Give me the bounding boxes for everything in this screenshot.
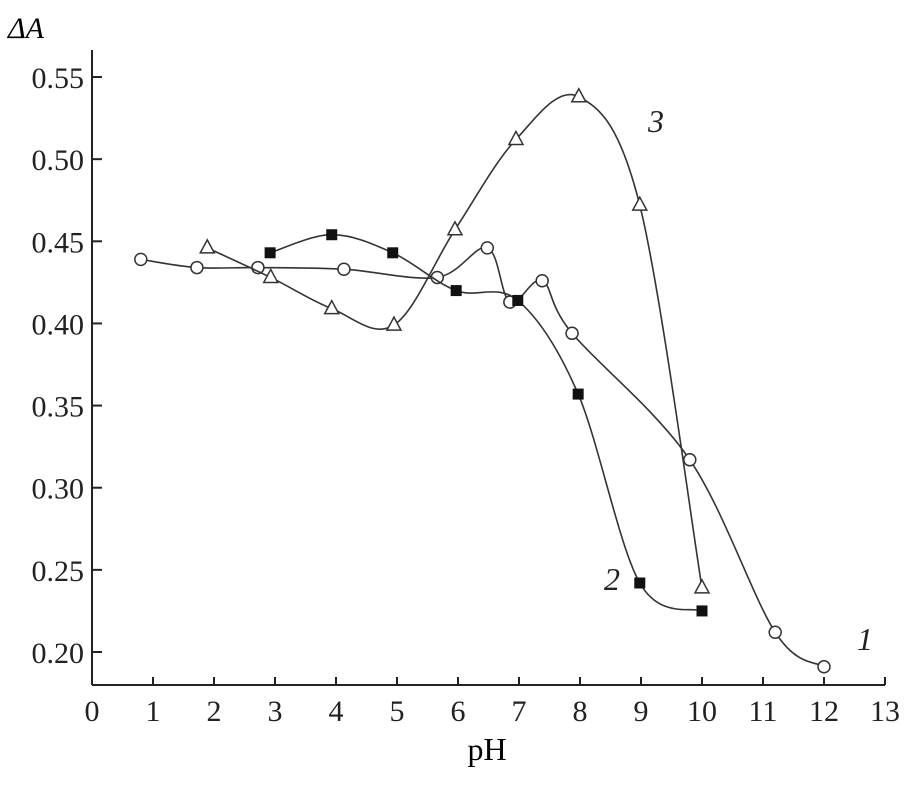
- series-2-point: [512, 294, 524, 306]
- series-1-point: [817, 660, 831, 674]
- x-tick-label: 8: [573, 695, 588, 728]
- series-2-point: [696, 605, 708, 617]
- x-tick-label: 4: [329, 695, 344, 728]
- x-tick-label: 1: [146, 695, 161, 728]
- series-1-point: [683, 453, 697, 467]
- series-3-point: [693, 578, 711, 594]
- series-3-point: [570, 87, 588, 103]
- x-tick-label: 6: [451, 695, 466, 728]
- x-tick-label: 3: [268, 695, 283, 728]
- series-3-point: [262, 267, 279, 284]
- y-tick-label: 0.40: [32, 308, 85, 341]
- series-1-point: [134, 252, 148, 267]
- series-2-point: [264, 247, 276, 259]
- series-1-point: [768, 625, 782, 640]
- series-2-point: [450, 285, 462, 297]
- y-tick-label: 0.30: [32, 473, 85, 506]
- series-2-line: [269, 233, 703, 612]
- x-tick-label: 2: [207, 695, 222, 728]
- series-3-point: [631, 195, 649, 211]
- series-2-point: [572, 388, 584, 400]
- series-3-label: 3: [647, 103, 664, 139]
- x-tick-label: 0: [85, 695, 100, 728]
- y-tick-label: 0.55: [32, 62, 85, 95]
- y-tick-label: 0.25: [32, 555, 85, 588]
- x-axis-label: pH: [467, 731, 506, 767]
- series-1-point: [190, 260, 204, 275]
- x-tick-label: 11: [749, 695, 778, 728]
- series-3-point: [507, 129, 525, 146]
- series-1-label: 1: [857, 621, 873, 657]
- axes: 0 1 2 3 4 5 6 7 8 9 10 11 12 130.200.250.300.350.400.…: [32, 50, 900, 728]
- x-tick-label: 12: [809, 695, 839, 728]
- series-group: 1 2 3: [134, 87, 873, 674]
- x-tick-label: 13: [870, 695, 900, 728]
- y-tick-label: 0.45: [32, 226, 85, 259]
- y-axis-label: ΔA: [7, 12, 45, 45]
- series-3-point: [199, 238, 216, 254]
- series-2-point: [326, 229, 338, 241]
- series-2-point: [634, 577, 646, 589]
- series-3-point: [446, 220, 464, 236]
- series-1-point: [480, 241, 495, 255]
- x-tick-label: 10: [687, 695, 717, 728]
- series-1-line: [140, 246, 825, 668]
- series-2-label: 2: [604, 561, 620, 597]
- series-2-point: [387, 247, 399, 259]
- series-1-point: [565, 326, 579, 341]
- series-3-point: [385, 315, 403, 331]
- x-tick-label: 5: [390, 695, 405, 728]
- y-tick-label: 0.50: [32, 144, 85, 177]
- x-tick-label: 7: [512, 695, 527, 728]
- x-tick-label: 9: [634, 695, 649, 728]
- series-3-point: [323, 299, 340, 315]
- series-1-point: [535, 273, 549, 288]
- y-tick-label: 0.20: [32, 637, 85, 670]
- series-1-point: [337, 262, 351, 276]
- series-3-line: [206, 93, 703, 589]
- y-tick-label: 0.35: [32, 391, 85, 424]
